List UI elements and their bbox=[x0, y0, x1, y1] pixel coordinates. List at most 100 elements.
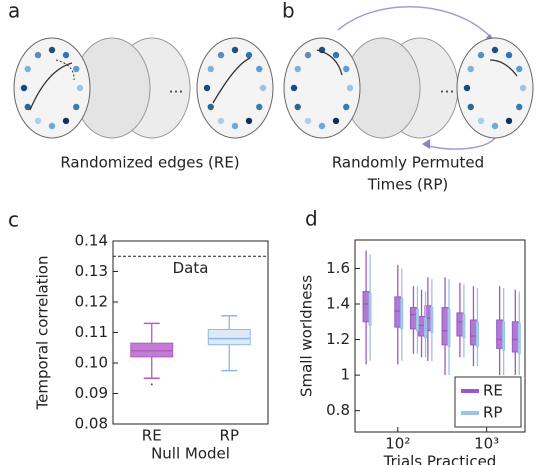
node bbox=[491, 122, 499, 130]
node bbox=[294, 65, 301, 73]
box bbox=[462, 314, 466, 339]
box bbox=[469, 319, 477, 346]
node bbox=[343, 65, 350, 73]
arrow-head bbox=[422, 139, 430, 149]
box bbox=[418, 315, 426, 337]
node bbox=[62, 51, 70, 59]
y-tick-label: 1 bbox=[340, 366, 350, 384]
x-axis-label: Null Model bbox=[151, 445, 230, 463]
x-tick-label: 10³ bbox=[474, 435, 499, 453]
legend-label: RE bbox=[483, 382, 503, 400]
y-tick-label: 0.14 bbox=[75, 232, 108, 250]
node bbox=[34, 51, 42, 59]
diagram-decoration bbox=[13, 6, 534, 150]
node bbox=[231, 46, 239, 54]
y-tick-label: 0.09 bbox=[75, 384, 108, 402]
y-tick-label: 0.13 bbox=[75, 262, 108, 280]
node bbox=[203, 84, 211, 92]
node bbox=[290, 84, 298, 92]
network bbox=[456, 37, 534, 139]
node bbox=[256, 103, 263, 111]
y-tick-label: 0.12 bbox=[75, 293, 108, 311]
node bbox=[217, 117, 225, 125]
box bbox=[447, 308, 451, 348]
panel-label: b bbox=[282, 0, 295, 23]
panel-label: a bbox=[8, 0, 20, 23]
node bbox=[48, 122, 56, 130]
caption: Times (RP) bbox=[367, 176, 448, 194]
node bbox=[519, 84, 527, 92]
node bbox=[477, 117, 485, 125]
node bbox=[304, 51, 312, 59]
node bbox=[207, 65, 214, 73]
y-tick-label: 0.10 bbox=[75, 354, 108, 372]
y-tick-label: 1.2 bbox=[326, 330, 350, 348]
node bbox=[516, 65, 523, 73]
node bbox=[343, 103, 350, 111]
reference-label: Data bbox=[173, 259, 209, 277]
y-tick-label: 1.4 bbox=[326, 295, 350, 313]
caption: Randomly Permuted bbox=[332, 154, 484, 172]
node bbox=[346, 84, 354, 92]
ellipsis: … bbox=[440, 79, 455, 97]
node bbox=[73, 103, 80, 111]
caption: Randomized edges (RE) bbox=[60, 154, 239, 172]
arrow bbox=[424, 137, 496, 150]
box bbox=[207, 328, 251, 346]
panel-label: c bbox=[8, 208, 19, 232]
y-tick-label: 0.08 bbox=[75, 415, 108, 433]
node bbox=[245, 117, 253, 125]
x-tick-label: RP bbox=[220, 427, 239, 445]
node bbox=[467, 103, 474, 111]
network bbox=[283, 37, 361, 139]
box bbox=[415, 308, 419, 332]
node bbox=[505, 51, 513, 59]
node bbox=[20, 84, 28, 92]
box bbox=[496, 319, 504, 349]
node bbox=[24, 103, 31, 111]
y-axis-label: Temporal correlation bbox=[34, 256, 52, 411]
node bbox=[245, 51, 253, 59]
box bbox=[400, 298, 404, 330]
node bbox=[207, 103, 214, 111]
node bbox=[332, 117, 340, 125]
network bbox=[196, 37, 274, 139]
node bbox=[48, 46, 56, 54]
x-axis-label: Trials Practiced bbox=[383, 453, 497, 465]
edge bbox=[316, 49, 343, 76]
node bbox=[217, 51, 225, 59]
node bbox=[467, 65, 474, 73]
edge-dotted bbox=[55, 59, 75, 81]
node bbox=[332, 51, 340, 59]
node bbox=[62, 117, 70, 125]
edge bbox=[489, 59, 518, 77]
y-tick-label: 0.11 bbox=[75, 323, 108, 341]
node bbox=[318, 122, 326, 130]
node bbox=[231, 122, 239, 130]
box bbox=[511, 321, 519, 353]
legend-box bbox=[454, 376, 522, 428]
x-tick-label: 10² bbox=[385, 435, 410, 453]
box bbox=[456, 312, 464, 337]
legend-label: RP bbox=[483, 404, 502, 422]
node bbox=[76, 84, 84, 92]
box bbox=[424, 317, 428, 339]
box bbox=[394, 296, 402, 328]
box bbox=[409, 307, 417, 330]
node bbox=[294, 103, 301, 111]
node bbox=[34, 117, 42, 125]
arrow bbox=[337, 6, 496, 43]
box bbox=[362, 291, 370, 323]
box bbox=[475, 321, 479, 348]
node bbox=[505, 117, 513, 125]
outlier bbox=[150, 383, 153, 386]
node bbox=[259, 84, 267, 92]
panel-label: d bbox=[305, 207, 318, 231]
x-tick-label: RE bbox=[142, 427, 162, 445]
node bbox=[516, 103, 523, 111]
box bbox=[368, 292, 372, 326]
node bbox=[73, 65, 80, 73]
ellipsis: … bbox=[169, 79, 184, 97]
plot-frame bbox=[354, 239, 526, 433]
